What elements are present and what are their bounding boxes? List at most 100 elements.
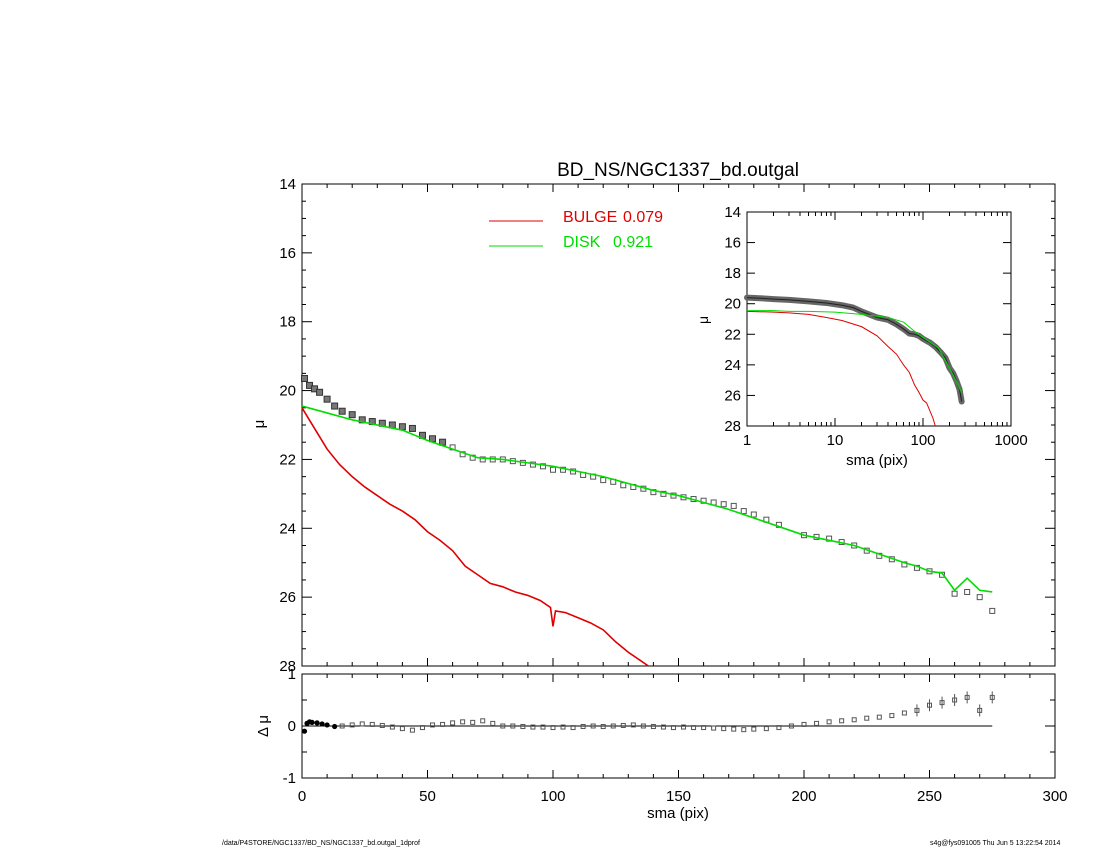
data-point xyxy=(730,502,737,509)
inset-series-layer xyxy=(744,294,965,427)
data-point xyxy=(951,590,958,597)
main-y-tick-label: 14 xyxy=(279,176,296,193)
residual-point xyxy=(751,726,757,732)
data-point xyxy=(479,456,486,463)
data-point xyxy=(750,511,757,518)
data-point xyxy=(560,466,567,473)
inset-y-tick-label: 16 xyxy=(724,235,741,252)
data-point xyxy=(976,594,983,601)
data-point xyxy=(600,477,607,484)
data-point xyxy=(398,423,406,431)
residual-point xyxy=(359,721,365,727)
residual-point xyxy=(332,723,338,730)
residual-point xyxy=(741,727,747,733)
residual-point xyxy=(339,723,345,729)
data-point xyxy=(539,463,546,470)
residual-x-tick-label: 0 xyxy=(298,788,306,805)
residual-point xyxy=(540,724,546,730)
inset-y-axis: 14 16 18 20 22 24 26 28 xyxy=(724,204,1011,435)
residual-point xyxy=(640,723,646,729)
inset-y-tick-label: 28 xyxy=(724,418,741,435)
main-y-tick-label: 22 xyxy=(279,451,296,468)
residual-y-tick-label: 0 xyxy=(288,718,296,735)
residual-point xyxy=(801,721,807,727)
residual-point xyxy=(580,724,586,730)
residual-point xyxy=(419,725,425,731)
residual-point xyxy=(490,720,496,726)
bulge-profile-line xyxy=(301,407,649,667)
main-y-tick-label: 26 xyxy=(279,589,296,606)
data-point xyxy=(316,388,324,396)
inset-x-tick-label: 1000 xyxy=(994,432,1027,449)
legend-disk-label: DISK xyxy=(563,234,601,251)
residual-point xyxy=(670,725,676,731)
footer-file-path: /data/P4STORE/NGC1337/BD_NS/NGC1337_bd.o… xyxy=(222,840,420,847)
residual-point xyxy=(309,719,315,725)
residual-point xyxy=(379,722,385,728)
data-point xyxy=(720,501,727,508)
residual-point xyxy=(630,722,636,728)
main-y-tick-label: 18 xyxy=(279,314,296,331)
residual-series-layer xyxy=(301,691,995,734)
inset-y-tick-label: 20 xyxy=(724,296,741,313)
residual-x-tick-label: 300 xyxy=(1042,788,1067,805)
inset-y-tick-label: 24 xyxy=(724,357,741,374)
residual-point xyxy=(324,722,330,728)
residual-x-tick-label: 250 xyxy=(917,788,942,805)
data-point xyxy=(989,607,996,614)
residual-point xyxy=(731,726,737,732)
inset-x-axis-label: sma (pix) xyxy=(846,452,908,469)
residual-point xyxy=(570,725,576,731)
residual-point xyxy=(788,723,794,729)
main-panel: BD_NS/NGC1337_bd.outgal 14 16 18 20 22 24 26 28… xyxy=(251,160,1056,675)
data-point xyxy=(408,424,416,432)
main-y-tick-label: 20 xyxy=(279,383,296,400)
data-point xyxy=(358,416,366,424)
main-y-axis-label: μ xyxy=(251,420,268,429)
residual-x-tick-label: 200 xyxy=(791,788,816,805)
residual-point xyxy=(430,722,436,728)
residual-point xyxy=(691,725,697,731)
residual-point xyxy=(349,722,355,728)
residual-point xyxy=(610,723,616,729)
inset-y-axis-label: μ xyxy=(695,316,711,324)
residual-point xyxy=(620,722,626,728)
residual-point xyxy=(864,715,870,721)
residual-point xyxy=(901,710,907,716)
residual-y-tick-label: -1 xyxy=(283,770,296,787)
main-series-layer xyxy=(301,375,996,667)
data-point xyxy=(964,588,971,595)
residual-point xyxy=(550,725,556,731)
residual-point xyxy=(851,717,857,723)
inset-disk-line xyxy=(747,310,963,394)
residual-y-axis: -1 0 1 xyxy=(283,666,1055,787)
residual-y-tick-label: 1 xyxy=(288,666,296,683)
residual-point xyxy=(814,720,820,726)
main-x-axis xyxy=(301,184,1056,666)
residual-point xyxy=(826,719,832,725)
inset-y-tick-label: 22 xyxy=(724,326,741,343)
residual-point xyxy=(711,725,717,731)
inset-panel: 1 10 100 1000 14 16 18 20 22 24 26 28 sma (pix) μ xyxy=(695,204,1028,469)
inset-x-axis: 1 10 100 1000 xyxy=(743,212,1028,449)
residual-point xyxy=(470,719,476,725)
legend-bulge-fraction: 0.079 xyxy=(623,209,663,226)
residual-point xyxy=(389,724,395,730)
disk-profile-line xyxy=(301,405,993,593)
data-point xyxy=(660,490,667,497)
inset-y-tick-label: 14 xyxy=(724,204,741,221)
residual-x-tick-label: 100 xyxy=(540,788,565,805)
main-y-tick-label: 24 xyxy=(279,520,296,537)
residual-x-axis-label: sma (pix) xyxy=(647,805,709,822)
inset-y-tick-label: 18 xyxy=(724,265,741,282)
data-point xyxy=(338,407,346,415)
residual-point xyxy=(590,723,596,729)
main-y-tick-label: 28 xyxy=(279,658,296,675)
legend-disk-fraction: 0.921 xyxy=(613,234,653,251)
residual-x-axis: 0 50 100 150 200 250 300 xyxy=(298,674,1068,805)
residual-point xyxy=(369,721,375,727)
data-point xyxy=(331,402,339,410)
residual-point xyxy=(480,718,486,724)
residual-x-tick-label: 50 xyxy=(419,788,436,805)
residual-point xyxy=(701,725,707,731)
